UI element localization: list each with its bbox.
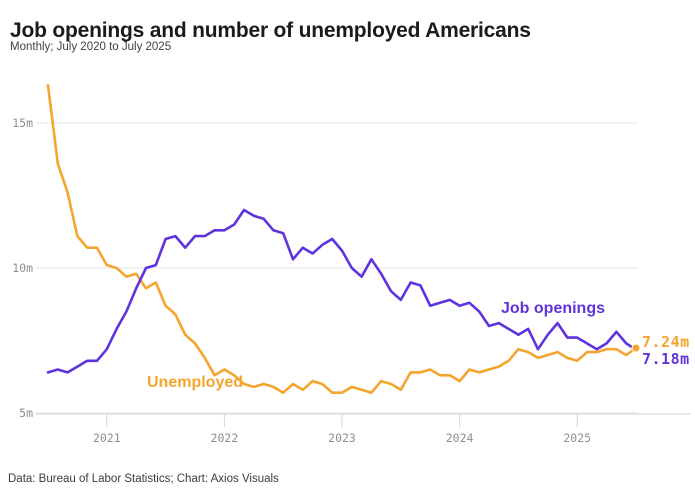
- series-label-unemployed: Unemployed: [147, 374, 244, 391]
- series-line-job-openings: [46, 208, 638, 374]
- series-line-unemployed: [46, 84, 638, 395]
- y-tick-label: 10m: [12, 261, 33, 275]
- chart-subtitle: Monthly; July 2020 to July 2025: [10, 41, 172, 53]
- x-tick-label: 2025: [563, 431, 591, 445]
- end-value-label-job-openings: 7.18m: [642, 350, 690, 368]
- y-tick-label: 5m: [19, 406, 33, 420]
- end-value-label-unemployed: 7.24m: [642, 333, 690, 351]
- y-tick-label: 15m: [12, 116, 33, 130]
- series-end-dot: [631, 343, 641, 353]
- x-tick-label: 2023: [328, 431, 356, 445]
- source-credit: Data: Bureau of Labor Statistics; Chart:…: [8, 473, 279, 485]
- series-label-job-openings: Job openings: [501, 300, 605, 317]
- x-tick-label: 2022: [211, 431, 239, 445]
- x-tick-label: 2024: [446, 431, 474, 445]
- x-tick-label: 2021: [93, 431, 121, 445]
- chart-title: Job openings and number of unemployed Am…: [10, 19, 531, 43]
